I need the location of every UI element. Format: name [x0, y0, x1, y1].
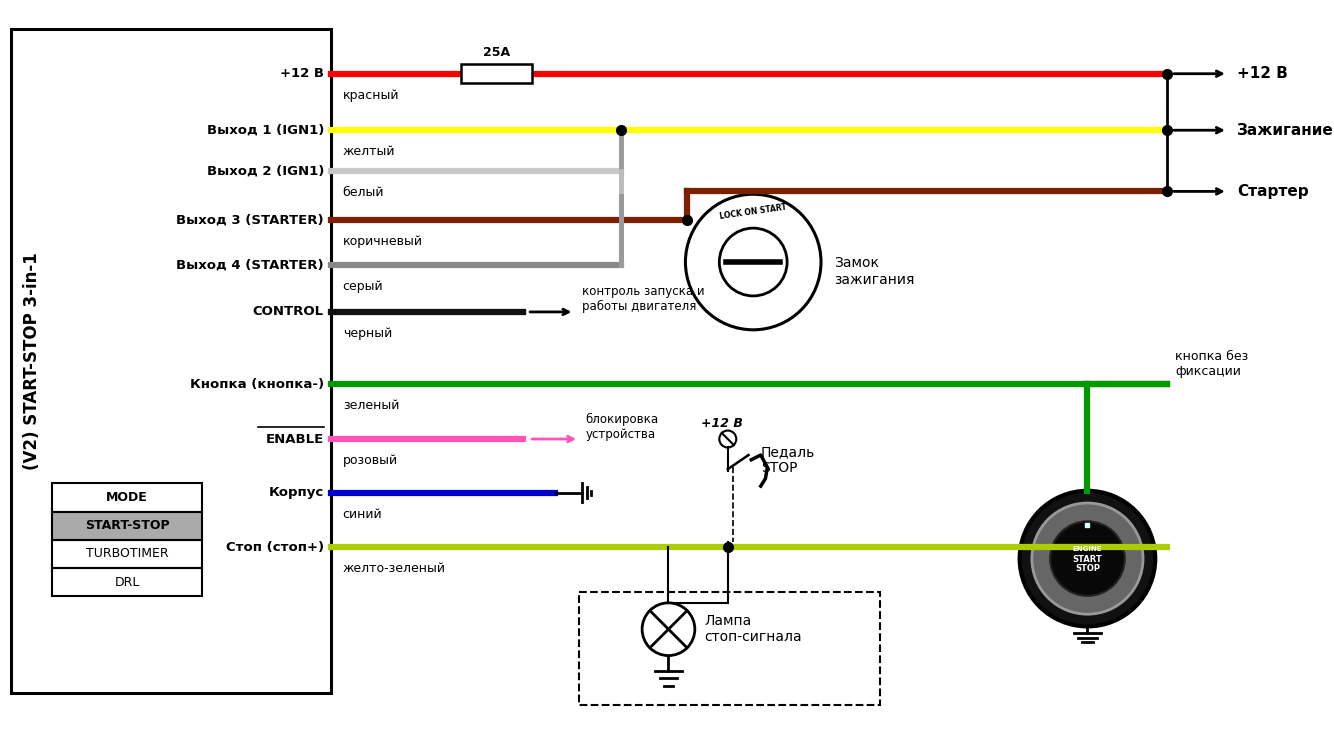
Text: блокировка
устройства: блокировка устройства: [586, 413, 659, 441]
Text: START-STOP: START-STOP: [85, 519, 169, 532]
Text: желто-зеленый: желто-зеленый: [343, 562, 446, 575]
Text: красный: красный: [343, 88, 399, 102]
Text: Стартер: Стартер: [1237, 184, 1309, 199]
Text: контроль запуска и
работы двигателя: контроль запуска и работы двигателя: [582, 285, 704, 313]
Text: (V2) START-STOP 3-in-1: (V2) START-STOP 3-in-1: [23, 253, 41, 470]
Text: розовый: розовый: [343, 454, 398, 467]
Text: CONTROL: CONTROL: [252, 305, 324, 319]
Bar: [52, 512, 203, 540]
Text: LOCK ON START: LOCK ON START: [719, 202, 787, 221]
Text: Корпус: Корпус: [268, 486, 324, 500]
Text: синий: синий: [343, 508, 383, 520]
Bar: [579, 592, 880, 704]
Circle shape: [1033, 503, 1143, 614]
Text: кнопка без
фиксации: кнопка без фиксации: [1175, 350, 1249, 378]
Text: +12 В: +12 В: [280, 68, 324, 80]
Text: ENGINE: ENGINE: [1073, 546, 1102, 552]
Circle shape: [1050, 521, 1125, 596]
Bar: [52, 540, 203, 568]
Bar: [462, 64, 532, 83]
Text: Выход 4 (STARTER): Выход 4 (STARTER): [176, 258, 324, 272]
Text: Зажигание: Зажигание: [1237, 123, 1334, 138]
Text: Выход 2 (IGN1): Выход 2 (IGN1): [207, 164, 324, 177]
Text: желтый: желтый: [343, 146, 395, 158]
Text: MODE: MODE: [107, 491, 148, 504]
Text: черный: черный: [343, 327, 392, 340]
Text: 25A: 25A: [483, 46, 510, 58]
Text: Замок
зажигания: Замок зажигания: [834, 256, 915, 286]
Text: коричневый: коричневый: [343, 235, 423, 248]
Text: Педаль
STOP: Педаль STOP: [760, 445, 815, 475]
Text: белый: белый: [343, 186, 384, 199]
Text: серый: серый: [343, 280, 383, 293]
Bar: [11, 29, 331, 693]
Bar: [52, 483, 203, 512]
Text: зеленый: зеленый: [343, 400, 399, 412]
Text: STOP: STOP: [1075, 565, 1101, 574]
Text: +12 В: +12 В: [1237, 66, 1289, 81]
Bar: [52, 568, 203, 596]
Circle shape: [1019, 490, 1155, 626]
Text: DRL: DRL: [115, 576, 140, 589]
Text: ENABLE: ENABLE: [265, 433, 324, 445]
Text: Стоп (стоп+): Стоп (стоп+): [225, 541, 324, 554]
Text: Выход 1 (IGN1): Выход 1 (IGN1): [207, 124, 324, 136]
Text: Выход 3 (STARTER): Выход 3 (STARTER): [176, 213, 324, 226]
Text: START: START: [1073, 555, 1102, 564]
Text: Лампа
стоп-сигнала: Лампа стоп-сигнала: [704, 614, 802, 644]
Text: TURBOTIMER: TURBOTIMER: [85, 548, 168, 560]
Text: +12 В: +12 В: [702, 418, 743, 430]
Text: Кнопка (кнопка-): Кнопка (кнопка-): [189, 378, 324, 391]
